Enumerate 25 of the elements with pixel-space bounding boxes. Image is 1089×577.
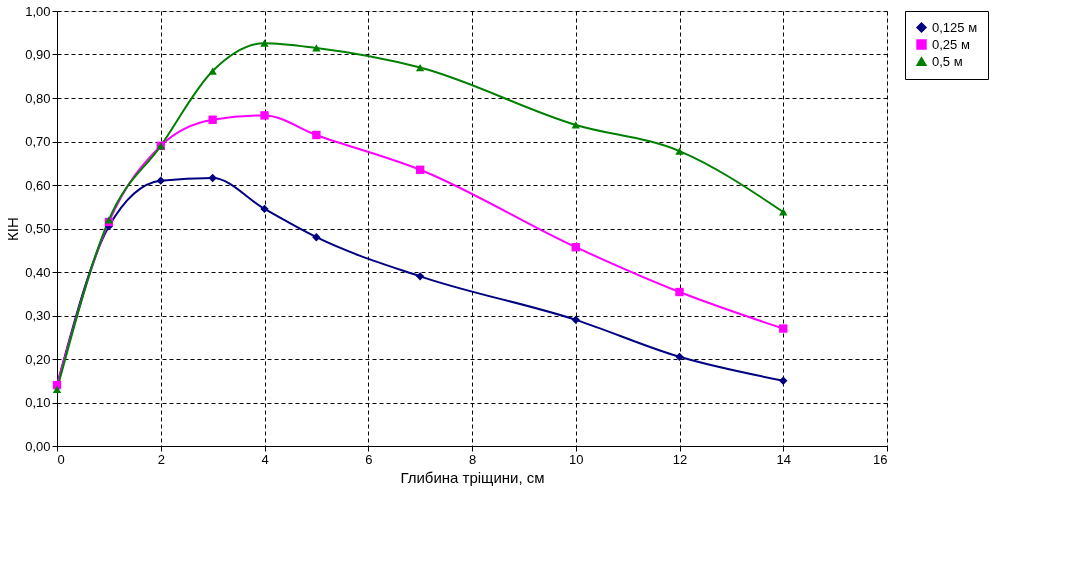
y-tick-label: 1,00 — [25, 3, 51, 19]
x-tick-label: 4 — [261, 451, 269, 467]
x-tick-label: 8 — [468, 451, 477, 467]
x-tick-label: 6 — [365, 451, 373, 467]
y-tick-label: 0,30 — [25, 308, 51, 323]
x-tick-label: 14 — [776, 451, 791, 467]
y-tick-label: 0,10 — [25, 395, 51, 410]
y-tick-label: 0,80 — [25, 90, 51, 106]
y-tick-label: 0,40 — [25, 264, 51, 280]
x-tick-label: 10 — [569, 451, 584, 467]
legend-label: 0,125 м — [932, 19, 978, 35]
y-tick-label: 0,70 — [25, 134, 51, 149]
x-tick-label: 16 — [873, 451, 888, 467]
y-tick-label: 0,60 — [25, 177, 51, 193]
y-axis-title: КІН — [4, 217, 22, 241]
y-tick-label: 0,20 — [25, 351, 51, 367]
legend-label: 0,5 м — [932, 53, 963, 69]
y-tick-label: 0,00 — [25, 438, 51, 454]
y-tick-label: 0,50 — [25, 221, 51, 236]
x-tick-label: 0 — [57, 451, 65, 467]
legend-label: 0,25 м — [932, 36, 970, 52]
x-axis-title: Глибина тріщини, см — [400, 468, 545, 486]
x-tick-label: 2 — [157, 451, 165, 467]
x-tick-label: 12 — [672, 451, 688, 467]
y-tick-label: 0,90 — [25, 47, 51, 62]
